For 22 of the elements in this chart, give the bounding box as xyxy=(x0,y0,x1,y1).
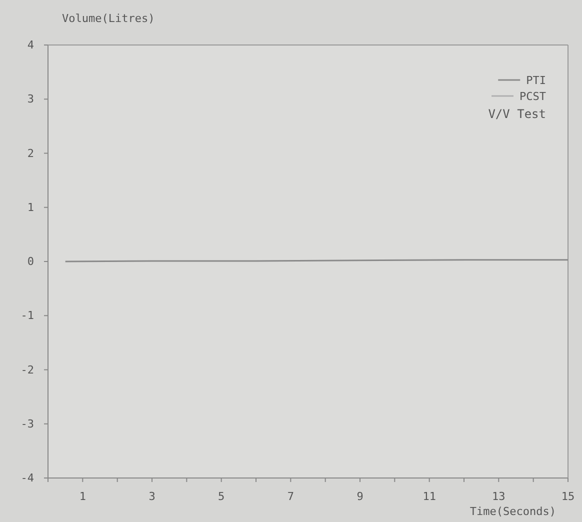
x-axis-title: Time(Seconds) xyxy=(470,505,556,518)
y-tick-label: -1 xyxy=(20,309,34,322)
y-tick-label: 2 xyxy=(27,146,34,160)
legend-label: PCST xyxy=(520,90,546,103)
x-tick-label: 11 xyxy=(422,490,436,503)
y-tick-label: 0 xyxy=(27,255,34,268)
x-tick-label: 5 xyxy=(218,490,225,503)
x-tick-label: 7 xyxy=(287,490,294,503)
legend-label: PTI xyxy=(526,74,546,87)
y-tick-label: -2 xyxy=(20,363,34,376)
text: V/V Test xyxy=(488,107,546,121)
y-tick-label: 1 xyxy=(27,200,34,214)
y-axis-title: Volume(Litres) xyxy=(62,12,155,25)
x-tick-label: 15 xyxy=(561,490,575,503)
x-tick-label: 3 xyxy=(148,490,156,503)
y-tick-label: 4 xyxy=(27,38,34,52)
y-tick-label: 3 xyxy=(27,92,34,106)
x-tick-label: 9 xyxy=(356,490,364,503)
x-tick-label: 1 xyxy=(79,490,86,503)
y-tick-label: -4 xyxy=(20,472,34,485)
x-tick-label: 13 xyxy=(492,490,506,503)
y-tick-label: -3 xyxy=(20,417,34,430)
